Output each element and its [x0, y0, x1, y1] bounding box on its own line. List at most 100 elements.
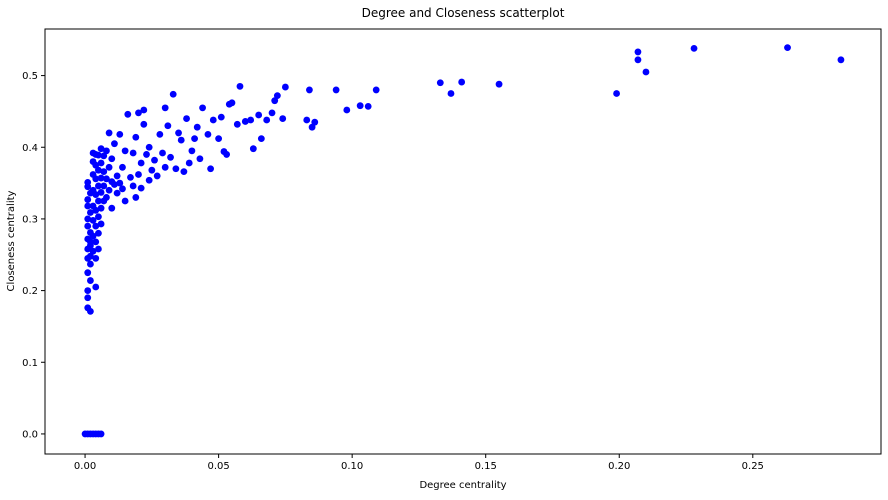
- data-point: [121, 197, 129, 205]
- data-point: [161, 104, 169, 112]
- data-point: [148, 166, 156, 174]
- data-point: [132, 194, 140, 201]
- data-point: [116, 130, 124, 138]
- data-point: [175, 129, 182, 137]
- data-point: [92, 222, 100, 230]
- data-point: [111, 181, 118, 188]
- data-point: [97, 430, 105, 438]
- x-tick-label: 0.05: [207, 461, 229, 472]
- data-point: [169, 90, 177, 98]
- data-point: [84, 222, 92, 230]
- data-point: [193, 123, 201, 131]
- data-point: [121, 147, 129, 155]
- data-point: [690, 44, 698, 52]
- data-point: [279, 115, 287, 122]
- data-points: [81, 44, 845, 438]
- data-point: [92, 161, 100, 169]
- data-point: [215, 135, 223, 143]
- data-point: [89, 216, 97, 224]
- data-point: [135, 109, 142, 117]
- data-point: [84, 178, 92, 186]
- data-point: [84, 287, 92, 294]
- data-point: [137, 159, 145, 167]
- y-tick-label: 0.0: [22, 429, 38, 440]
- data-point: [164, 122, 172, 130]
- data-point: [92, 254, 100, 262]
- x-axis-label: Degree centrality: [419, 480, 506, 491]
- data-point: [177, 136, 185, 144]
- data-point: [89, 247, 97, 255]
- data-point: [84, 196, 92, 203]
- chart-title: Degree and Closeness scatterplot: [362, 6, 565, 20]
- data-point: [95, 151, 102, 159]
- data-point: [105, 163, 113, 171]
- data-point: [124, 110, 132, 118]
- data-point: [89, 232, 97, 240]
- data-point: [273, 92, 281, 100]
- data-point: [209, 116, 217, 124]
- x-tick-label: 0.25: [742, 461, 764, 472]
- data-point: [143, 151, 150, 158]
- data-point: [191, 135, 198, 143]
- y-tick-label: 0.3: [22, 214, 38, 225]
- data-point: [95, 229, 102, 237]
- data-point: [95, 213, 102, 221]
- data-point: [140, 120, 148, 128]
- data-point: [271, 97, 279, 105]
- data-point: [97, 204, 105, 212]
- x-tick-label: 0.20: [608, 461, 630, 472]
- data-point: [332, 86, 340, 94]
- data-point: [634, 48, 642, 56]
- data-point: [257, 135, 265, 143]
- data-point: [111, 140, 118, 148]
- data-point: [92, 283, 100, 291]
- data-point: [303, 116, 311, 124]
- data-point: [84, 202, 92, 210]
- data-point: [127, 173, 134, 181]
- data-point: [84, 269, 92, 277]
- data-point: [447, 90, 455, 97]
- x-tick-label: 0.10: [341, 461, 363, 472]
- data-point: [137, 184, 145, 192]
- data-point: [92, 238, 100, 246]
- data-point: [311, 118, 319, 126]
- data-point: [217, 113, 225, 121]
- data-point: [153, 172, 161, 180]
- data-point: [87, 252, 94, 260]
- data-point: [233, 120, 241, 128]
- data-point: [100, 168, 108, 176]
- data-point: [185, 159, 193, 167]
- data-point: [199, 104, 206, 112]
- data-point: [97, 174, 105, 182]
- data-point: [172, 165, 180, 173]
- data-point: [837, 56, 845, 64]
- data-point: [204, 130, 212, 138]
- data-point: [132, 133, 140, 141]
- data-point: [247, 116, 255, 124]
- data-point: [281, 83, 289, 91]
- data-point: [364, 103, 372, 110]
- data-point: [180, 168, 188, 176]
- data-point: [613, 90, 620, 97]
- data-point: [108, 204, 116, 212]
- data-point: [95, 166, 102, 174]
- data-point: [145, 143, 153, 151]
- data-point: [167, 153, 174, 161]
- data-point: [268, 109, 276, 117]
- data-point: [241, 118, 249, 125]
- data-point: [249, 145, 257, 153]
- data-point: [100, 152, 108, 160]
- data-point: [103, 194, 110, 201]
- data-point: [343, 106, 351, 114]
- data-point: [207, 165, 215, 173]
- data-point: [161, 163, 169, 171]
- data-point: [458, 78, 466, 86]
- plot-frame: [44, 28, 882, 455]
- data-point: [642, 68, 650, 76]
- data-point: [159, 149, 166, 157]
- data-point: [87, 260, 94, 268]
- data-point: [223, 151, 231, 158]
- y-tick-label: 0.1: [22, 358, 38, 369]
